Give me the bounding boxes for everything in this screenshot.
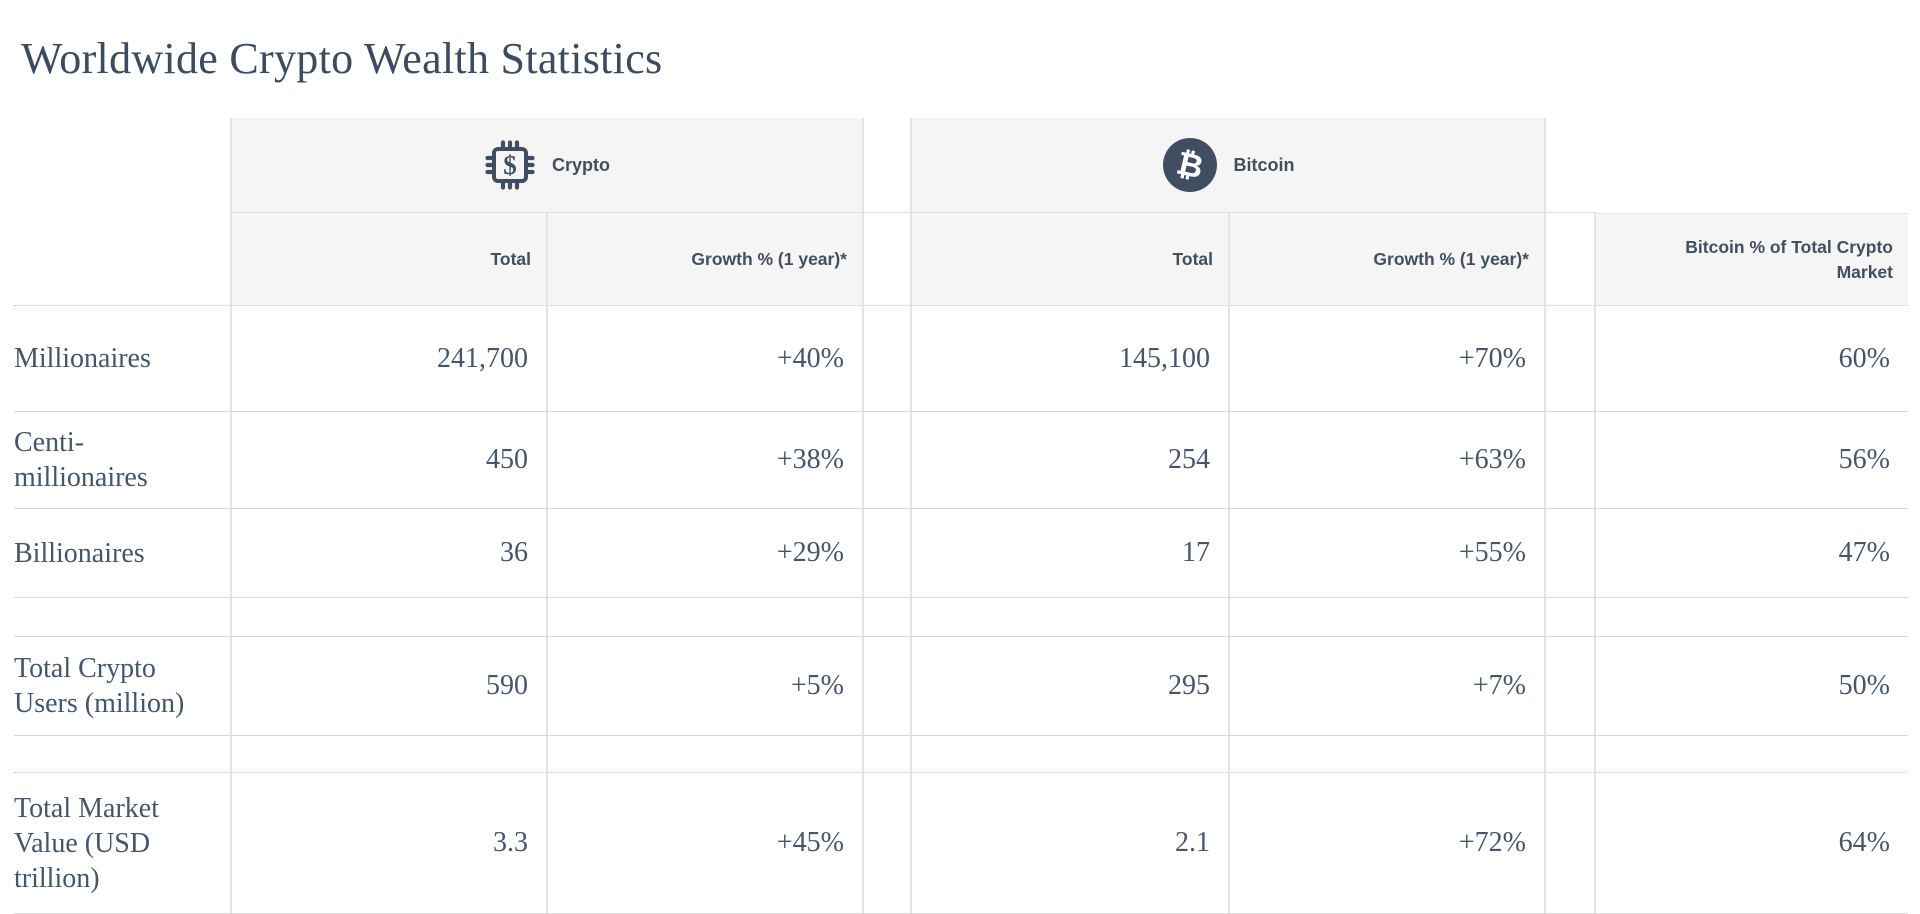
column-gap bbox=[862, 412, 912, 508]
bitcoin-growth-value: +72% bbox=[1228, 773, 1544, 913]
bitcoin-growth-value: +7% bbox=[1228, 637, 1544, 735]
column-gap bbox=[1544, 773, 1596, 913]
group-header-spacer bbox=[1596, 118, 1908, 213]
crypto-growth-value: +45% bbox=[546, 773, 862, 913]
crypto-total-header: Total bbox=[230, 213, 546, 305]
bitcoin-share-value: 50% bbox=[1838, 670, 1890, 701]
bitcoin-growth-value: +70% bbox=[1228, 306, 1544, 411]
crypto-growth-value: +40% bbox=[546, 306, 862, 411]
table-row-billionaires: Billionaires 36 +29% 17 +55% 47% bbox=[14, 509, 1908, 598]
table-row-total-market-value: Total Market Value (USD trillion) 3.3 +4… bbox=[14, 773, 1908, 914]
crypto-growth-value: +29% bbox=[546, 509, 862, 597]
crypto-group-label: Crypto bbox=[552, 154, 610, 175]
group-header-row: $ Crypto ₿ Bitcoin bbox=[14, 118, 1908, 213]
column-gap bbox=[862, 509, 912, 597]
row-label: Millionaires bbox=[14, 343, 151, 374]
bitcoin-growth-header: Growth % (1 year)* bbox=[1228, 213, 1544, 305]
column-gap bbox=[862, 637, 912, 735]
crypto-growth-value: +38% bbox=[546, 412, 862, 508]
bitcoin-total-header: Total bbox=[912, 213, 1228, 305]
column-header-row: Total Growth % (1 year)* Total Growth % … bbox=[14, 213, 1908, 306]
table-row-millionaires: Millionaires 241,700 +40% 145,100 +70% 6… bbox=[14, 306, 1908, 412]
bitcoin-group-label: Bitcoin bbox=[1233, 154, 1295, 175]
bitcoin-share-header-text: Bitcoin % of Total Crypto Market bbox=[1685, 237, 1893, 282]
bitcoin-share-header: Bitcoin % of Total Crypto Market bbox=[1596, 213, 1908, 305]
column-gap bbox=[1544, 306, 1596, 411]
crypto-total-value: 36 bbox=[230, 509, 546, 597]
crypto-chip-icon: $ bbox=[484, 139, 536, 191]
bitcoin-share-value: 60% bbox=[1838, 342, 1890, 374]
column-gap bbox=[862, 773, 912, 913]
spacer-row bbox=[14, 736, 1908, 773]
column-gap bbox=[862, 306, 912, 411]
column-gap bbox=[1544, 412, 1596, 508]
crypto-total-value: 241,700 bbox=[230, 306, 546, 411]
bitcoin-total-value: 17 bbox=[1182, 537, 1210, 568]
bitcoin-growth-value: +55% bbox=[1228, 509, 1544, 597]
group-header-spacer bbox=[14, 118, 230, 213]
bitcoin-share-value: 47% bbox=[1838, 537, 1890, 568]
bitcoin-share-value: 64% bbox=[1838, 827, 1890, 858]
row-label: Total Market Value (USD trillion) bbox=[14, 792, 159, 894]
row-label: Centi-millionaires bbox=[14, 427, 148, 493]
crypto-group-header: $ Crypto bbox=[230, 118, 862, 213]
page-title: Worldwide Crypto Wealth Statistics bbox=[21, 34, 663, 84]
crypto-growth-value: +5% bbox=[546, 637, 862, 735]
crypto-total-value: 3.3 bbox=[230, 773, 546, 913]
crypto-growth-header: Growth % (1 year)* bbox=[546, 213, 862, 305]
bitcoin-icon: ₿ bbox=[1162, 137, 1218, 193]
bitcoin-total-value: 2.1 bbox=[1175, 827, 1210, 858]
table-row-centi-millionaires: Centi-millionaires 450 +38% 254 +63% 56% bbox=[14, 412, 1908, 509]
header-spacer bbox=[14, 213, 230, 305]
spacer-row bbox=[14, 598, 1908, 637]
column-gap bbox=[1544, 637, 1596, 735]
crypto-total-value: 450 bbox=[230, 412, 546, 508]
row-label: Billionaires bbox=[14, 537, 145, 569]
bitcoin-share-value: 56% bbox=[1838, 444, 1890, 475]
crypto-wealth-table: $ Crypto ₿ Bitcoin Total Growth % (1 yea… bbox=[14, 118, 1908, 914]
group-gap bbox=[862, 118, 912, 213]
group-gap bbox=[1544, 118, 1596, 213]
bitcoin-growth-value: +63% bbox=[1228, 412, 1544, 508]
row-label: Total Crypto Users (million) bbox=[14, 653, 185, 719]
column-gap bbox=[862, 213, 912, 305]
table-row-total-crypto-users: Total Crypto Users (million) 590 +5% 295… bbox=[14, 637, 1908, 736]
svg-text:$: $ bbox=[503, 150, 517, 180]
bitcoin-total-value: 295 bbox=[1168, 670, 1210, 701]
column-gap bbox=[1544, 509, 1596, 597]
bitcoin-total-value: 254 bbox=[1168, 444, 1210, 475]
bitcoin-total-value: 145,100 bbox=[1119, 342, 1210, 374]
bitcoin-group-header: ₿ Bitcoin bbox=[912, 118, 1544, 213]
column-gap bbox=[1544, 213, 1596, 305]
crypto-total-value: 590 bbox=[230, 637, 546, 735]
